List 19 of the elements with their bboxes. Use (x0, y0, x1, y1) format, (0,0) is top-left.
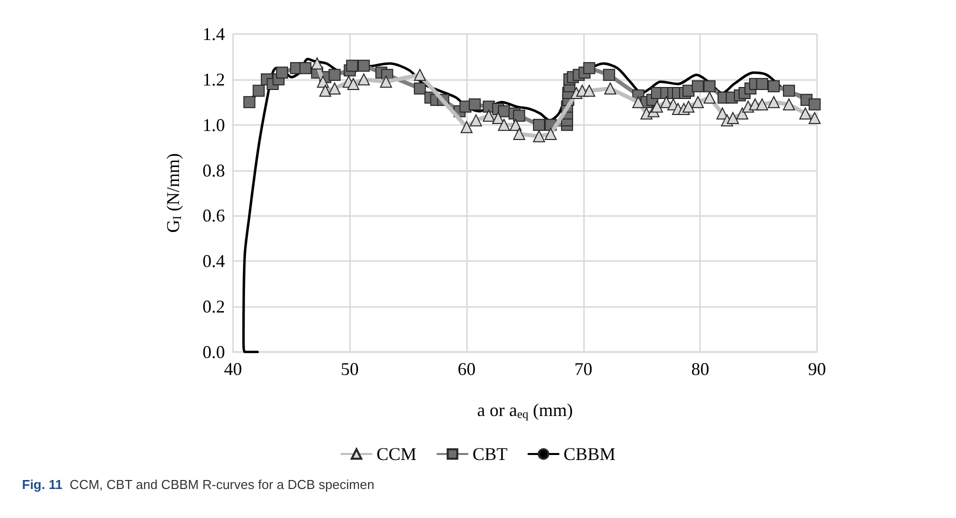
y-tick-label: 1.4 (202, 24, 225, 44)
x-tick-label: 40 (224, 359, 242, 379)
y-tick-label: 0.2 (202, 296, 225, 317)
y-tick-label: 0.0 (202, 342, 225, 362)
y-tick-label: 1.0 (202, 114, 225, 135)
y-tick-label: 0.4 (202, 251, 225, 272)
y-axis-title: GI (N/mm) (163, 153, 184, 233)
y-tick-label: 0.8 (202, 160, 225, 180)
x-tick-label: 60 (458, 359, 476, 379)
x-tick-label: 90 (808, 359, 826, 379)
legend-label: CBT (472, 444, 508, 464)
caption: Fig. 11 CCM, CBT and CBBM R-curves for a DCB specimen (22, 477, 374, 492)
x-tick-label: 50 (340, 359, 359, 379)
x-tick-label: 70 (574, 359, 592, 379)
legend-label: CBBM (564, 444, 616, 464)
y-tick-label: 1.2 (202, 69, 225, 90)
y-tick-label: 0.6 (202, 206, 225, 226)
legend-label: CCM (376, 444, 417, 464)
x-tick-label: 80 (691, 359, 710, 379)
